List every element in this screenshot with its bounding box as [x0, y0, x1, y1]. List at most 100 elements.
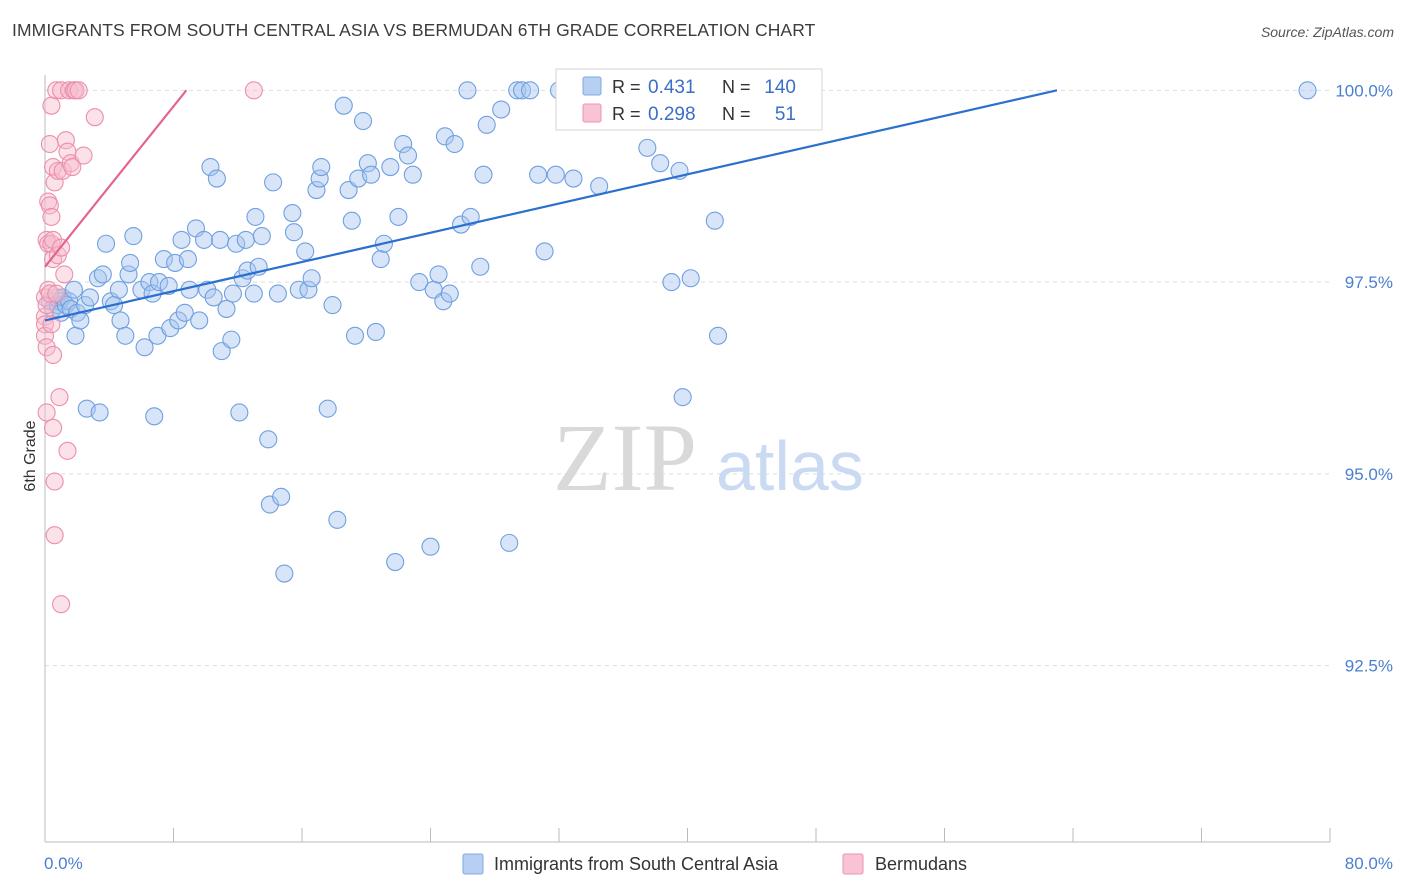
data-point — [69, 81, 88, 100]
data-point — [47, 81, 66, 100]
y-tick-label: 100.0% — [1335, 81, 1393, 100]
series-legend-swatch-blue — [462, 853, 484, 875]
data-point — [362, 165, 381, 184]
data-point — [58, 441, 77, 460]
data-point — [394, 134, 413, 154]
data-point — [1298, 81, 1317, 100]
legend-r-label-2: R = — [612, 104, 641, 124]
data-point — [410, 273, 429, 292]
y-axis-title: 6th Grade — [22, 420, 39, 491]
data-point — [492, 100, 511, 119]
legend-n-value-1: 140 — [764, 77, 796, 98]
data-point — [458, 81, 477, 100]
data-point — [638, 138, 657, 157]
data-point — [135, 338, 154, 357]
data-point — [50, 388, 69, 407]
data-point — [471, 257, 490, 276]
series-points — [35, 81, 1317, 614]
data-point — [154, 250, 173, 269]
data-point — [673, 388, 692, 407]
data-point — [230, 403, 249, 422]
legend-r-label-1: R = — [612, 77, 641, 97]
data-point — [63, 157, 82, 177]
data-point — [353, 111, 373, 131]
data-point — [66, 326, 85, 345]
y-tick-label: 95.0% — [1345, 465, 1393, 484]
data-point — [116, 326, 135, 345]
data-point — [429, 265, 448, 284]
data-point — [461, 207, 480, 226]
data-point — [42, 207, 61, 226]
data-point — [307, 181, 326, 200]
data-point — [564, 169, 583, 188]
legend-swatch-blue — [582, 76, 602, 96]
data-point — [264, 173, 283, 192]
data-point — [60, 81, 79, 100]
watermark: ZIP atlas — [553, 404, 864, 511]
chart-title: IMMIGRANTS FROM SOUTH CENTRAL ASIA VS BE… — [12, 20, 816, 40]
data-point — [42, 96, 61, 115]
data-point — [389, 207, 408, 226]
data-point — [64, 280, 83, 299]
data-point — [421, 537, 440, 556]
data-point — [74, 146, 93, 165]
data-point — [201, 157, 220, 177]
data-point — [111, 311, 130, 330]
data-point — [259, 430, 278, 449]
data-point — [109, 280, 128, 299]
data-point — [223, 284, 242, 303]
data-point — [662, 273, 681, 292]
data-point — [246, 207, 265, 226]
data-point — [149, 273, 169, 292]
data-point — [35, 326, 55, 345]
data-point — [529, 165, 548, 184]
data-point — [55, 265, 74, 284]
correlation-legend: R = 0.431 N = 140 R = 0.298 N = 51 — [555, 68, 823, 131]
series-south-central-asia — [40, 81, 1317, 583]
data-point — [358, 154, 377, 173]
series-legend: Immigrants from South Central Asia Bermu… — [462, 853, 967, 875]
series-legend-swatch-pink — [842, 853, 864, 875]
legend-r-value-2: 0.298 — [648, 104, 696, 125]
data-point — [284, 223, 304, 242]
data-point — [299, 280, 318, 299]
data-point — [275, 564, 294, 583]
data-point — [37, 403, 56, 422]
data-point — [52, 595, 71, 614]
data-point — [175, 303, 194, 322]
data-point — [96, 234, 116, 253]
data-point — [521, 81, 540, 100]
data-point — [445, 134, 464, 154]
data-point — [398, 146, 418, 165]
data-point — [434, 292, 453, 311]
data-point — [535, 242, 554, 261]
data-point — [236, 230, 255, 249]
data-point — [323, 296, 342, 315]
data-point — [500, 533, 519, 552]
data-point — [40, 196, 59, 215]
data-point — [310, 169, 329, 188]
data-point — [45, 526, 64, 545]
data-point — [477, 115, 496, 134]
data-point — [204, 288, 223, 307]
data-point — [252, 227, 271, 246]
data-point — [302, 269, 321, 288]
data-point — [345, 326, 365, 345]
data-point — [312, 157, 331, 177]
data-point — [169, 311, 188, 330]
legend-swatch-pink — [582, 103, 602, 123]
legend-n-value-2: 51 — [775, 104, 796, 125]
data-point — [244, 284, 263, 303]
data-point — [93, 265, 112, 284]
data-point — [289, 280, 308, 299]
data-point — [435, 127, 455, 146]
series-legend-label-blue: Immigrants from South Central Asia — [494, 854, 779, 874]
data-point — [207, 169, 226, 188]
data-point — [37, 338, 56, 357]
data-point — [371, 250, 390, 269]
data-point — [227, 234, 246, 253]
data-point — [268, 284, 287, 303]
data-point — [40, 134, 59, 154]
legend-n-label-2: N = — [722, 104, 751, 124]
source-label: Source: ZipAtlas.com — [1260, 24, 1394, 40]
